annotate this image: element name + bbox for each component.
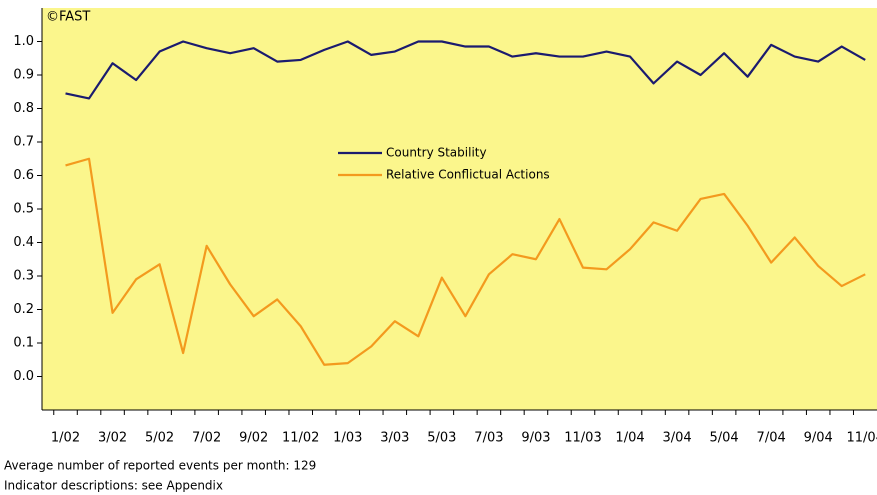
y-tick-label: 0.6 xyxy=(13,168,34,183)
x-tick-label: 1/03 xyxy=(333,431,362,446)
x-tick-label: 11/02 xyxy=(282,431,319,446)
y-tick-label: 0.8 xyxy=(13,101,34,116)
x-tick-label: 7/04 xyxy=(757,431,786,446)
x-tick-label: 7/02 xyxy=(192,431,221,446)
x-tick-label: 9/04 xyxy=(804,431,833,446)
legend-label: Relative Conflictual Actions xyxy=(386,168,550,182)
x-tick-label: 9/03 xyxy=(521,431,550,446)
y-tick-label: 0.7 xyxy=(13,135,34,150)
y-tick-label: 0.1 xyxy=(13,336,34,351)
y-tick-label: 0.4 xyxy=(13,235,34,250)
y-tick-label: 0.2 xyxy=(13,302,34,317)
legend-label: Country Stability xyxy=(386,146,487,160)
x-tick-label: 3/04 xyxy=(662,431,691,446)
x-tick-label: 11/04 xyxy=(847,431,877,446)
x-tick-label: 1/04 xyxy=(615,431,644,446)
y-tick-label: 0.5 xyxy=(13,202,34,217)
series-line xyxy=(65,157,866,366)
x-tick-label: 1/02 xyxy=(51,431,80,446)
x-tick-label: 11/03 xyxy=(564,431,601,446)
plot-area xyxy=(42,8,877,410)
series-line xyxy=(65,40,866,100)
y-tick-label: 1.0 xyxy=(13,34,34,49)
note: Indicator descriptions: see Appendix xyxy=(4,479,223,493)
x-tick-label: 3/02 xyxy=(98,431,127,446)
x-tick-label: 5/03 xyxy=(427,431,456,446)
source: ©FAST xyxy=(46,10,90,25)
x-tick-label: 5/02 xyxy=(145,431,174,446)
x-tick-label: 3/03 xyxy=(380,431,409,446)
y-tick-label: 0.9 xyxy=(13,68,34,83)
x-tick-label: 9/02 xyxy=(239,431,268,446)
y-tick-label: 0.0 xyxy=(13,369,34,384)
x-tick-label: 5/04 xyxy=(710,431,739,446)
x-tick-label: 7/03 xyxy=(474,431,503,446)
y-tick-label: 0.3 xyxy=(13,269,34,284)
note: Average number of reported events per mo… xyxy=(4,459,316,473)
